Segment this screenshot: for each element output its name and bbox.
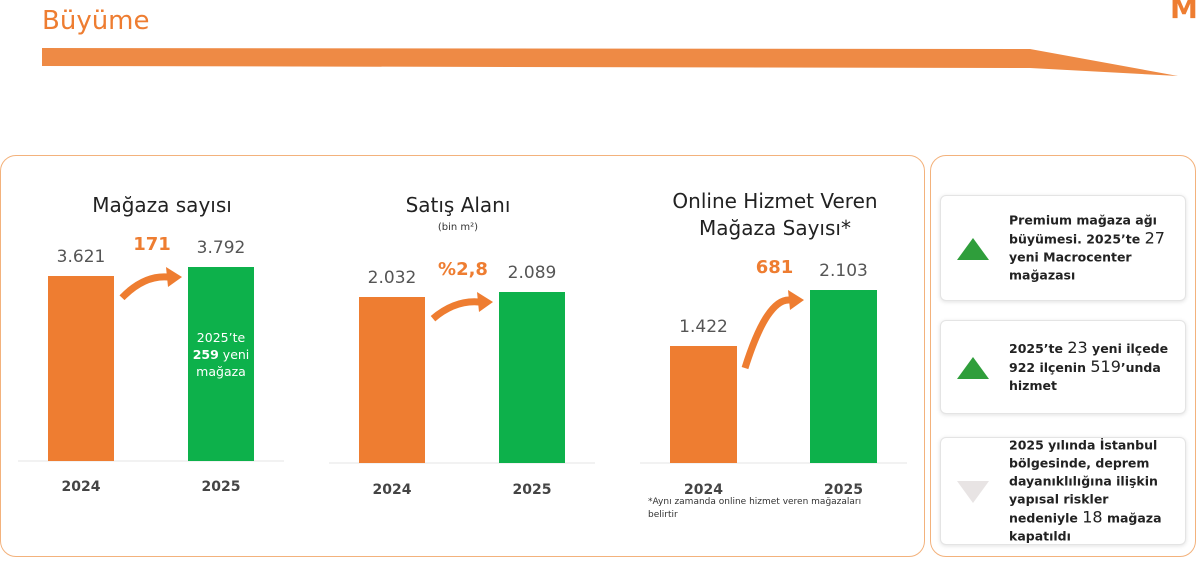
- arrow: [119, 273, 169, 301]
- highlights-card: [930, 155, 1196, 557]
- arrow: [741, 296, 791, 370]
- trend-icon: [957, 357, 989, 379]
- x-tick-label: 2025: [512, 482, 552, 498]
- chart-title: Satış Alanı: [405, 193, 511, 217]
- text-part: Premium mağaza ağı büyümesi. 2025’te: [1009, 212, 1157, 247]
- text-part: 519: [1090, 357, 1121, 376]
- value-label: 2.032: [367, 267, 417, 288]
- highlight-box: 2025 yılında İstanbul bölgesinde, deprem…: [940, 437, 1186, 545]
- text-part: 2025’te: [1009, 341, 1068, 356]
- text-part: 259: [192, 347, 219, 362]
- x-tick-label: 2025: [824, 482, 863, 498]
- triangle: [957, 357, 989, 379]
- text-part: 2025’te: [196, 330, 246, 345]
- text-part: 27: [1144, 228, 1165, 248]
- highlight-box: Premium mağaza ağı büyümesi. 2025’te 27 …: [940, 195, 1186, 301]
- chart-title: Online Hizmet Veren Mağaza Sayısı*: [672, 189, 878, 240]
- bar-note: 2025’te 259 yeni mağaza: [188, 329, 254, 380]
- text-part: 23: [1067, 338, 1088, 357]
- text-part: yeni ilçede 922 ilçenin: [1009, 341, 1169, 375]
- value-label: 3.621: [56, 246, 106, 267]
- bar: [499, 292, 565, 463]
- bar: [188, 267, 254, 461]
- arrow: [430, 298, 480, 322]
- arrow-head: [788, 290, 804, 310]
- triangle: [957, 238, 989, 260]
- charts-card: [0, 155, 925, 557]
- chart-subtitle: (bin m²): [437, 222, 479, 233]
- bar: [359, 296, 425, 463]
- bar: [670, 346, 737, 463]
- footnote: *Aynı zamanda online hizmet veren mağaza…: [648, 497, 862, 520]
- text-part: 18: [1082, 507, 1103, 527]
- trend-icon: [957, 481, 989, 503]
- bar: [810, 290, 877, 463]
- annotation: 681: [755, 257, 794, 278]
- highlight-text: Premium mağaza ağı büyümesi. 2025’te 27 …: [1009, 212, 1175, 285]
- x-tick-label: 2024: [684, 482, 723, 498]
- x-tick-label: 2024: [372, 482, 412, 498]
- value-label: 3.792: [196, 238, 246, 258]
- text-part: yeni Macrocenter mağazası: [1009, 249, 1132, 283]
- logo: M: [1170, 0, 1198, 25]
- arrow-head: [477, 292, 493, 312]
- trend-icon: [957, 238, 989, 260]
- value-label: 2.089: [507, 263, 557, 283]
- chart-title: Mağaza sayısı: [92, 193, 232, 217]
- value-label: 2.103: [819, 261, 868, 281]
- text-part: yeni mağaza: [196, 347, 250, 379]
- text-part: ’unda hizmet: [1009, 360, 1161, 393]
- text-part: 2025 yılında İstanbul bölgesinde, deprem…: [1009, 437, 1158, 526]
- bar: [48, 275, 114, 461]
- triangle: [957, 481, 989, 503]
- annotation: 171: [133, 234, 171, 255]
- x-tick-label: 2025: [201, 479, 241, 495]
- x-tick-label: 2024: [61, 479, 101, 495]
- page-title: Büyüme: [42, 6, 150, 36]
- highlight-text: 2025 yılında İstanbul bölgesinde, deprem…: [1009, 437, 1175, 546]
- swoosh: [42, 48, 1178, 76]
- arrow-head: [166, 267, 182, 287]
- annotation: %2,8: [438, 259, 488, 280]
- highlight-box: 2025’te 23 yeni ilçede 922 ilçenin 519’u…: [940, 320, 1186, 414]
- value-label: 1.422: [679, 317, 728, 338]
- highlight-text: 2025’te 23 yeni ilçede 922 ilçenin 519’u…: [1009, 339, 1175, 395]
- text-part: mağaza kapatıldı: [1009, 510, 1162, 544]
